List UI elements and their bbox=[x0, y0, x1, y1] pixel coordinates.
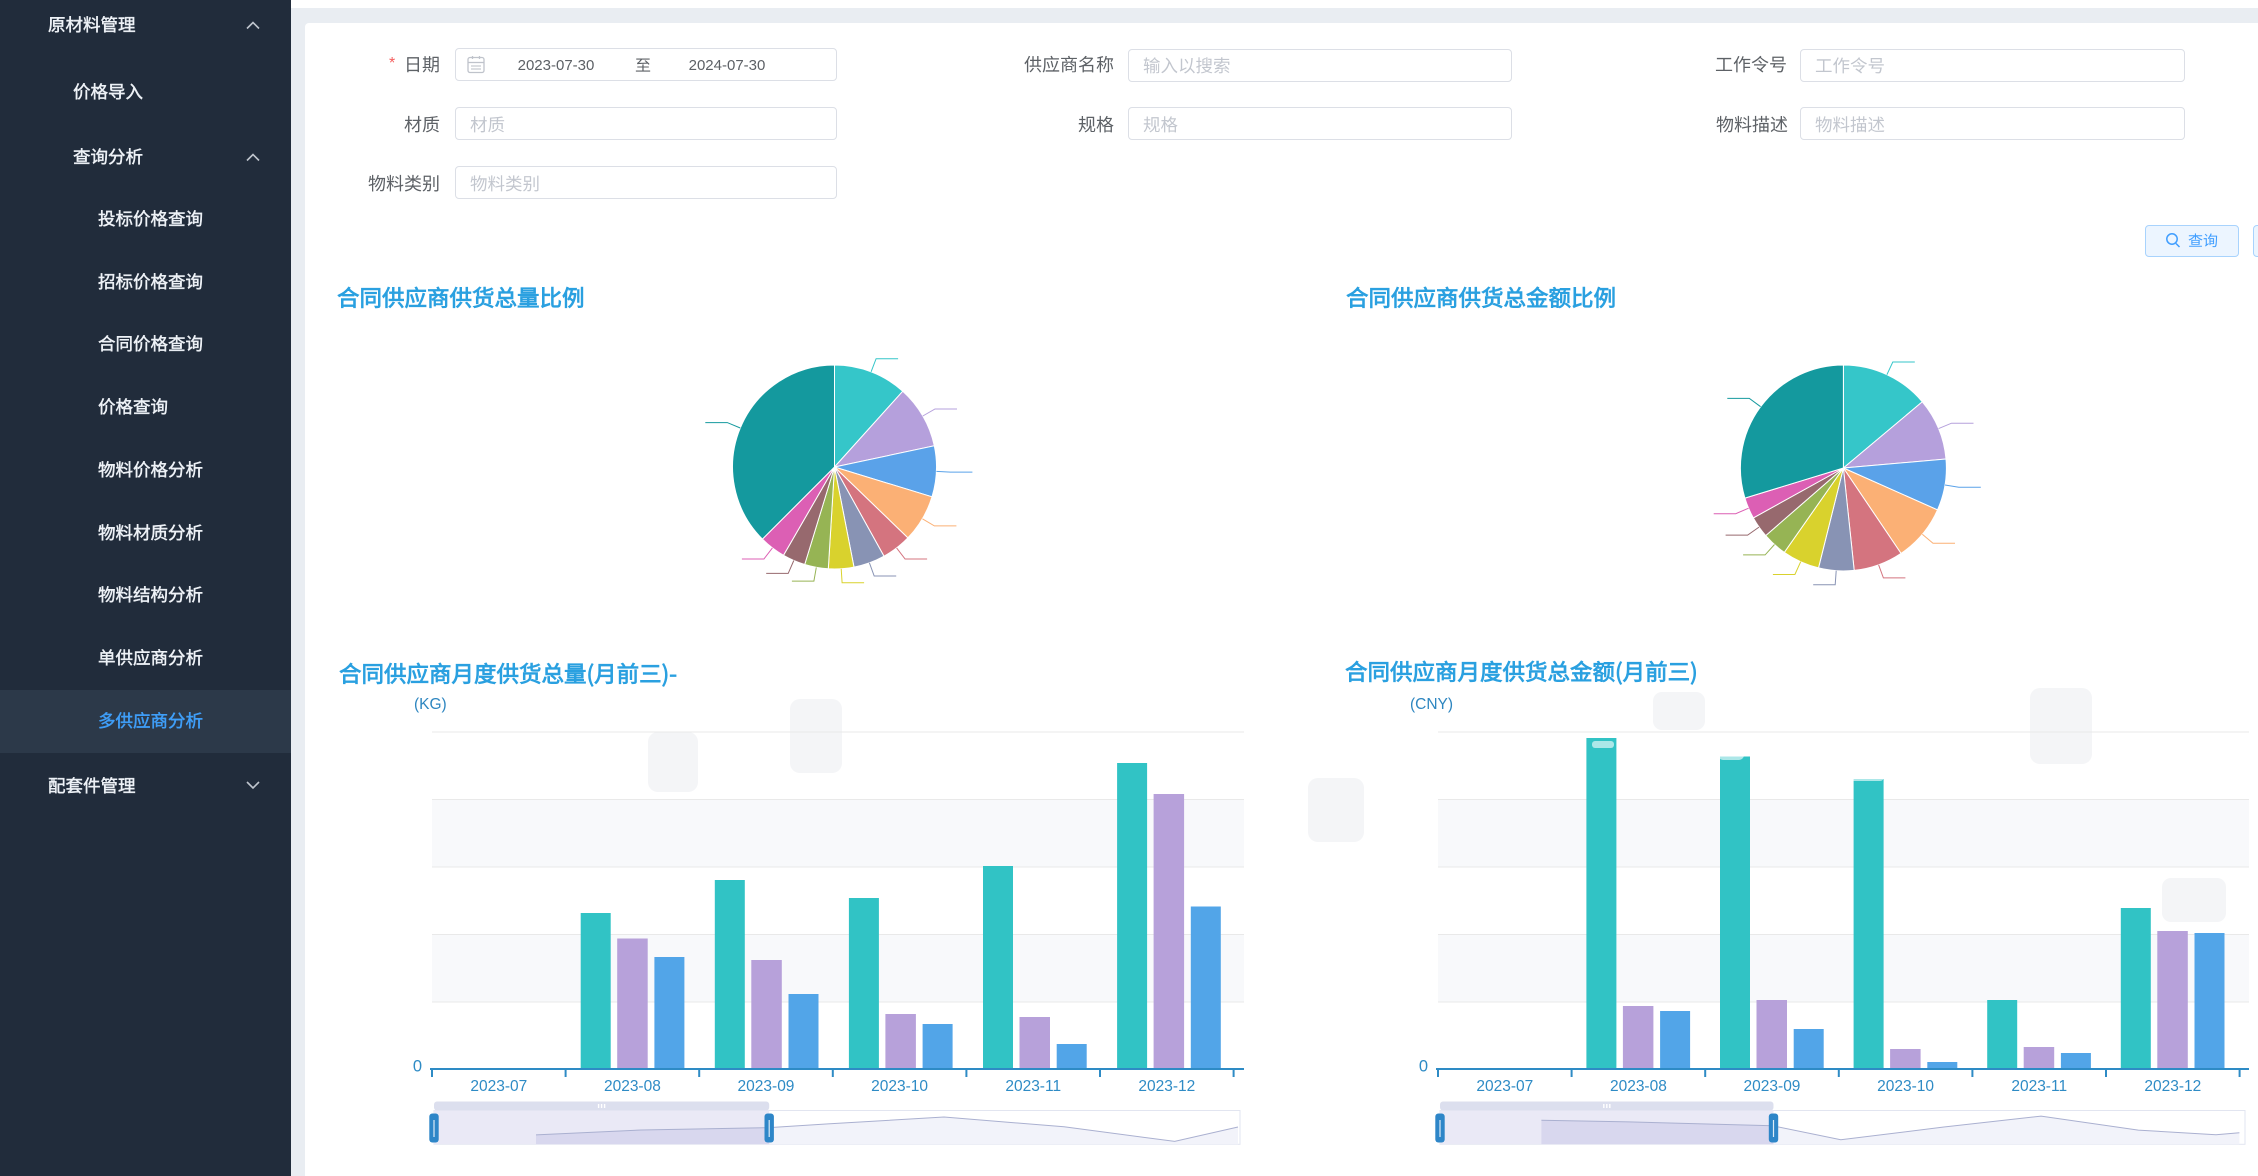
svg-text:2023-10: 2023-10 bbox=[871, 1078, 928, 1095]
svg-text:2023-12: 2023-12 bbox=[2144, 1078, 2201, 1095]
svg-text:2023-10: 2023-10 bbox=[1877, 1078, 1934, 1095]
svg-text:0: 0 bbox=[413, 1057, 422, 1075]
svg-text:2023-11: 2023-11 bbox=[2011, 1078, 2067, 1095]
svg-text:2023-12: 2023-12 bbox=[1138, 1078, 1195, 1095]
svg-text:2023-08: 2023-08 bbox=[604, 1078, 661, 1095]
svg-text:2023-07: 2023-07 bbox=[470, 1078, 527, 1095]
svg-text:0: 0 bbox=[1419, 1057, 1428, 1075]
svg-text:2023-09: 2023-09 bbox=[1744, 1078, 1801, 1095]
svg-text:2023-07: 2023-07 bbox=[1476, 1078, 1533, 1095]
svg-text:2023-08: 2023-08 bbox=[1610, 1078, 1667, 1095]
svg-text:2023-11: 2023-11 bbox=[1005, 1078, 1061, 1095]
svg-text:2023-09: 2023-09 bbox=[738, 1078, 795, 1095]
